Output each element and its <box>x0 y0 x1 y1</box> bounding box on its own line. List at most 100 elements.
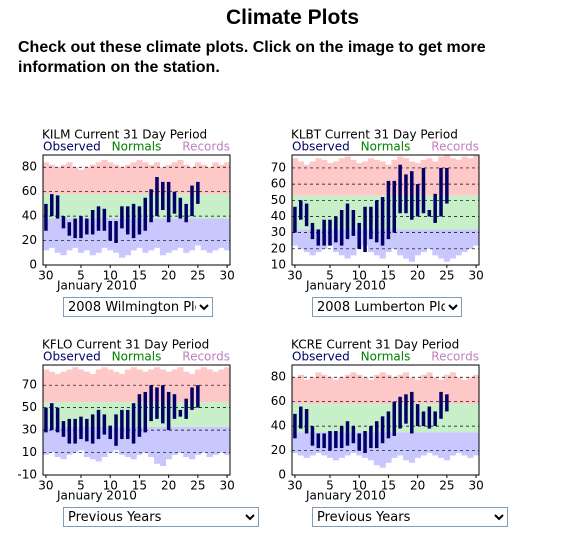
observed-bar <box>190 387 194 410</box>
record-high-band <box>60 371 67 403</box>
x-tick-label: 30 <box>219 269 234 283</box>
record-low-band <box>154 218 161 248</box>
chart-title: KILM Current 31 Day Period <box>42 128 207 142</box>
y-tick-label: 10 <box>271 258 286 272</box>
record-high-band <box>297 161 304 196</box>
record-high-band <box>95 162 102 195</box>
x-tick-label: 20 <box>161 479 176 493</box>
record-high-band <box>206 167 213 195</box>
observed-bar <box>155 387 159 419</box>
record-low-band <box>467 432 474 458</box>
record-high-band <box>107 369 114 403</box>
chart-title: KFLO Current 31 Day Period <box>42 338 209 352</box>
observed-bar <box>102 208 107 231</box>
observed-bar <box>166 181 171 223</box>
x-tick-label: 10 <box>103 479 118 493</box>
record-low-band <box>171 218 178 251</box>
x-axis-label: January 2010 <box>56 279 137 293</box>
observed-bar <box>410 171 414 220</box>
observed-bar <box>178 197 183 219</box>
observed-bar <box>50 403 54 431</box>
record-high-band <box>165 164 172 195</box>
observed-bar <box>184 398 188 419</box>
record-low-band <box>297 229 304 249</box>
record-high-band <box>83 371 91 403</box>
record-high-band <box>432 161 439 196</box>
year-select[interactable]: Previous Years <box>63 507 259 527</box>
record-low-band <box>420 432 427 456</box>
record-high-band <box>72 367 79 403</box>
record-low-band <box>403 229 410 259</box>
record-low-band <box>200 426 207 453</box>
observed-bar <box>125 409 130 440</box>
record-high-band <box>373 159 380 196</box>
observed-bar <box>196 181 200 204</box>
record-low-band <box>101 426 108 458</box>
observed-bar <box>351 426 356 444</box>
x-tick-label: 5 <box>77 479 85 493</box>
record-low-band <box>165 218 172 253</box>
record-low-band <box>118 218 126 258</box>
x-tick-label: 20 <box>161 269 176 283</box>
record-low-band <box>148 426 155 458</box>
legend-records: Records <box>182 140 230 154</box>
observed-bar <box>44 203 48 231</box>
record-high-band <box>48 371 55 403</box>
legend-records: Records <box>431 350 479 364</box>
record-low-band <box>101 218 108 248</box>
observed-bar <box>380 197 385 246</box>
observed-bar <box>85 218 89 235</box>
record-low-band <box>443 229 451 262</box>
record-low-band <box>183 218 190 253</box>
record-high-band <box>443 374 451 405</box>
observed-bar <box>339 426 344 449</box>
observed-bar <box>90 414 95 444</box>
observed-bar <box>421 167 426 214</box>
observed-bar <box>374 200 379 243</box>
record-high-band <box>332 379 340 405</box>
record-high-band <box>113 371 120 403</box>
observed-bar <box>196 385 200 408</box>
observed-bar <box>161 385 165 424</box>
observed-bar <box>415 404 420 427</box>
record-high-band <box>297 374 304 405</box>
observed-bar <box>61 216 66 229</box>
x-tick-label: 25 <box>439 479 454 493</box>
observed-bar <box>172 191 177 214</box>
year-select[interactable]: 2008 Lumberton Plot <box>312 297 462 317</box>
x-tick-label: 5 <box>77 269 85 283</box>
year-select[interactable]: 2008 Wilmington Plot <box>63 297 213 317</box>
record-high-band <box>385 374 392 405</box>
observed-bar <box>369 206 373 240</box>
record-high-band <box>218 164 225 195</box>
x-tick-label: 10 <box>352 479 367 493</box>
y-tick-label: 20 <box>22 233 37 247</box>
record-high-band <box>72 167 79 195</box>
observed-bar <box>67 222 72 236</box>
observed-bar <box>44 407 48 433</box>
record-low-band <box>159 218 167 256</box>
observed-bar <box>79 416 83 440</box>
year-select[interactable]: Previous Years <box>312 507 508 527</box>
record-high-band <box>350 159 357 196</box>
record-low-band <box>408 432 416 463</box>
observed-bar <box>398 164 402 214</box>
legend-records: Records <box>431 140 479 154</box>
x-tick-label: 30 <box>468 269 483 283</box>
record-high-band <box>344 156 351 196</box>
record-low-band <box>350 229 357 256</box>
x-tick-label: 10 <box>103 269 118 283</box>
record-low-band <box>206 426 213 458</box>
observed-bar <box>421 411 426 427</box>
record-low-band <box>159 426 167 467</box>
record-low-band <box>438 432 445 458</box>
observed-bar <box>155 177 159 217</box>
x-tick-label: 5 <box>326 269 334 283</box>
record-low-band <box>292 229 299 246</box>
normals-band <box>43 402 230 427</box>
record-low-band <box>142 426 149 453</box>
x-axis-label: January 2010 <box>305 489 386 503</box>
observed-bar <box>316 433 321 449</box>
record-high-band <box>338 377 345 405</box>
record-high-band <box>89 373 96 403</box>
